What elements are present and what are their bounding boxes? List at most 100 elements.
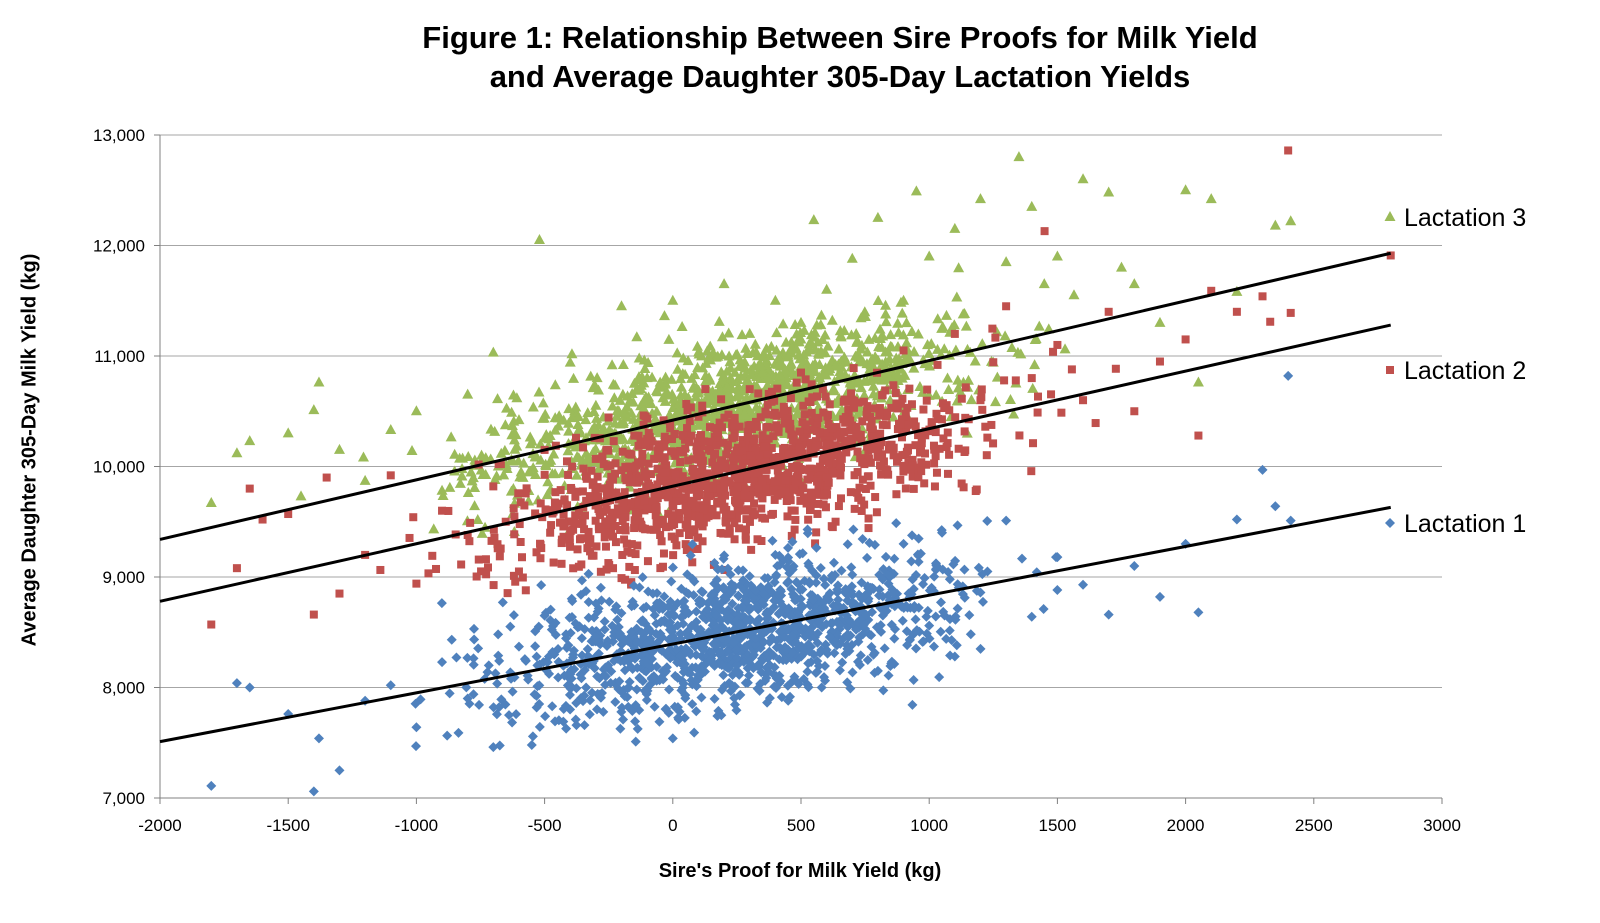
lactation-1-point <box>847 667 858 678</box>
lactation-1-point <box>595 582 606 593</box>
lactation-2-point <box>784 468 793 477</box>
lactation-1-point <box>607 620 618 631</box>
lactation-2-point <box>627 578 636 587</box>
lactation-3-point <box>712 350 724 361</box>
lactation-1-point <box>853 636 864 647</box>
lactation-1-point <box>913 556 924 567</box>
lactation-2-point <box>922 396 931 405</box>
lactation-2-point <box>565 538 574 547</box>
lactation-2-point <box>688 455 697 464</box>
lactation-1-point <box>670 670 681 681</box>
lactation-2-point <box>761 465 770 474</box>
lactation-3-point <box>733 384 745 395</box>
lactation-2-point <box>695 512 704 521</box>
lactation-1-point <box>612 614 623 625</box>
lactation-3-point <box>770 344 782 355</box>
lactation-1-point <box>770 571 781 582</box>
lactation-2-point <box>875 404 884 413</box>
lactation-2-point <box>668 447 677 456</box>
lactation-1-point <box>561 723 572 734</box>
lactation-3-point <box>744 327 756 338</box>
lactation-2-point <box>867 424 876 433</box>
lactation-1-point <box>716 564 727 575</box>
lactation-2-point <box>1266 317 1275 326</box>
lactation-1-point <box>804 578 815 589</box>
lactation-3-point <box>887 411 899 422</box>
lactation-2-point <box>821 467 830 476</box>
lactation-2-point <box>580 525 589 534</box>
lactation-2-point <box>563 501 572 510</box>
lactation-2-point <box>786 496 795 505</box>
lactation-3-point <box>750 346 762 357</box>
x-tick-label: -1500 <box>266 816 309 835</box>
lactation-2-point <box>659 549 668 558</box>
lactation-2-point <box>692 488 701 497</box>
x-tick-label: 0 <box>668 816 677 835</box>
lactation-3-point <box>231 447 243 458</box>
lactation-1-legend-marker <box>1385 518 1395 528</box>
lactation-1-point <box>889 601 900 612</box>
lactation-1-point <box>906 556 917 567</box>
lactation-2-point <box>631 508 640 517</box>
lactation-2-point <box>844 405 853 414</box>
lactation-3-point <box>1038 278 1050 289</box>
lactation-2-point <box>770 495 779 504</box>
lactation-1-point <box>834 665 845 676</box>
lactation-3-point <box>1285 215 1297 226</box>
lactation-2-point <box>729 453 738 462</box>
lactation-2-point <box>585 492 594 501</box>
lactation-1-point <box>643 586 654 597</box>
lactation-3-point <box>885 329 897 340</box>
lactation-2-point <box>582 474 591 483</box>
lactation-3-point <box>692 346 704 357</box>
lactation-2-point <box>769 432 778 441</box>
lactation-2-point <box>574 562 583 571</box>
lactation-2-point <box>733 443 742 452</box>
lactation-2-point <box>551 441 560 450</box>
lactation-2-point <box>876 461 885 470</box>
lactation-3-point <box>611 451 623 462</box>
lactation-2-point <box>861 484 870 493</box>
lactation-2-point <box>514 567 523 576</box>
lactation-3-point <box>445 431 457 442</box>
lactation-3-point <box>518 457 530 468</box>
lactation-2-point <box>693 455 702 464</box>
lactation-2-point <box>630 524 639 533</box>
x-tick-label: -2000 <box>138 816 181 835</box>
lactation-1-point <box>734 669 745 680</box>
lactation-2-point <box>438 506 447 515</box>
lactation-1-point <box>857 629 868 640</box>
lactation-1-point <box>944 625 955 636</box>
lactation-2-point <box>899 346 908 355</box>
lactation-2-point <box>1258 292 1267 301</box>
lactation-3-point <box>570 441 582 452</box>
lactation-1-point <box>576 575 587 586</box>
lactation-2-point <box>474 555 483 564</box>
lactation-2-point <box>630 465 639 474</box>
lactation-2-point <box>812 528 821 537</box>
lactation-2-point <box>883 409 892 418</box>
lactation-2-point <box>863 442 872 451</box>
lactation-3-point <box>501 463 513 474</box>
lactation-2-point <box>856 454 865 463</box>
lactation-3-point <box>642 356 654 367</box>
lactation-1-point <box>769 595 780 606</box>
lactation-2-point <box>908 472 917 481</box>
lactation-2-point <box>619 498 628 507</box>
lactation-2-point <box>622 539 631 548</box>
lactation-1-point <box>513 641 524 652</box>
lactation-1-point <box>547 701 558 712</box>
lactation-1-point <box>891 518 902 529</box>
lactation-1-point <box>782 604 793 615</box>
lactation-3-point <box>606 359 618 370</box>
lactation-3-point <box>611 410 623 421</box>
lactation-3-point <box>722 389 734 400</box>
lactation-1-point <box>550 716 561 727</box>
lactation-1-point <box>640 685 651 696</box>
lactation-2-point <box>829 441 838 450</box>
lactation-3-point <box>865 359 877 370</box>
lactation-1-point <box>637 572 648 583</box>
lactation-3-point <box>671 347 683 358</box>
lactation-2-point <box>901 450 910 459</box>
lactation-2-point <box>679 431 688 440</box>
